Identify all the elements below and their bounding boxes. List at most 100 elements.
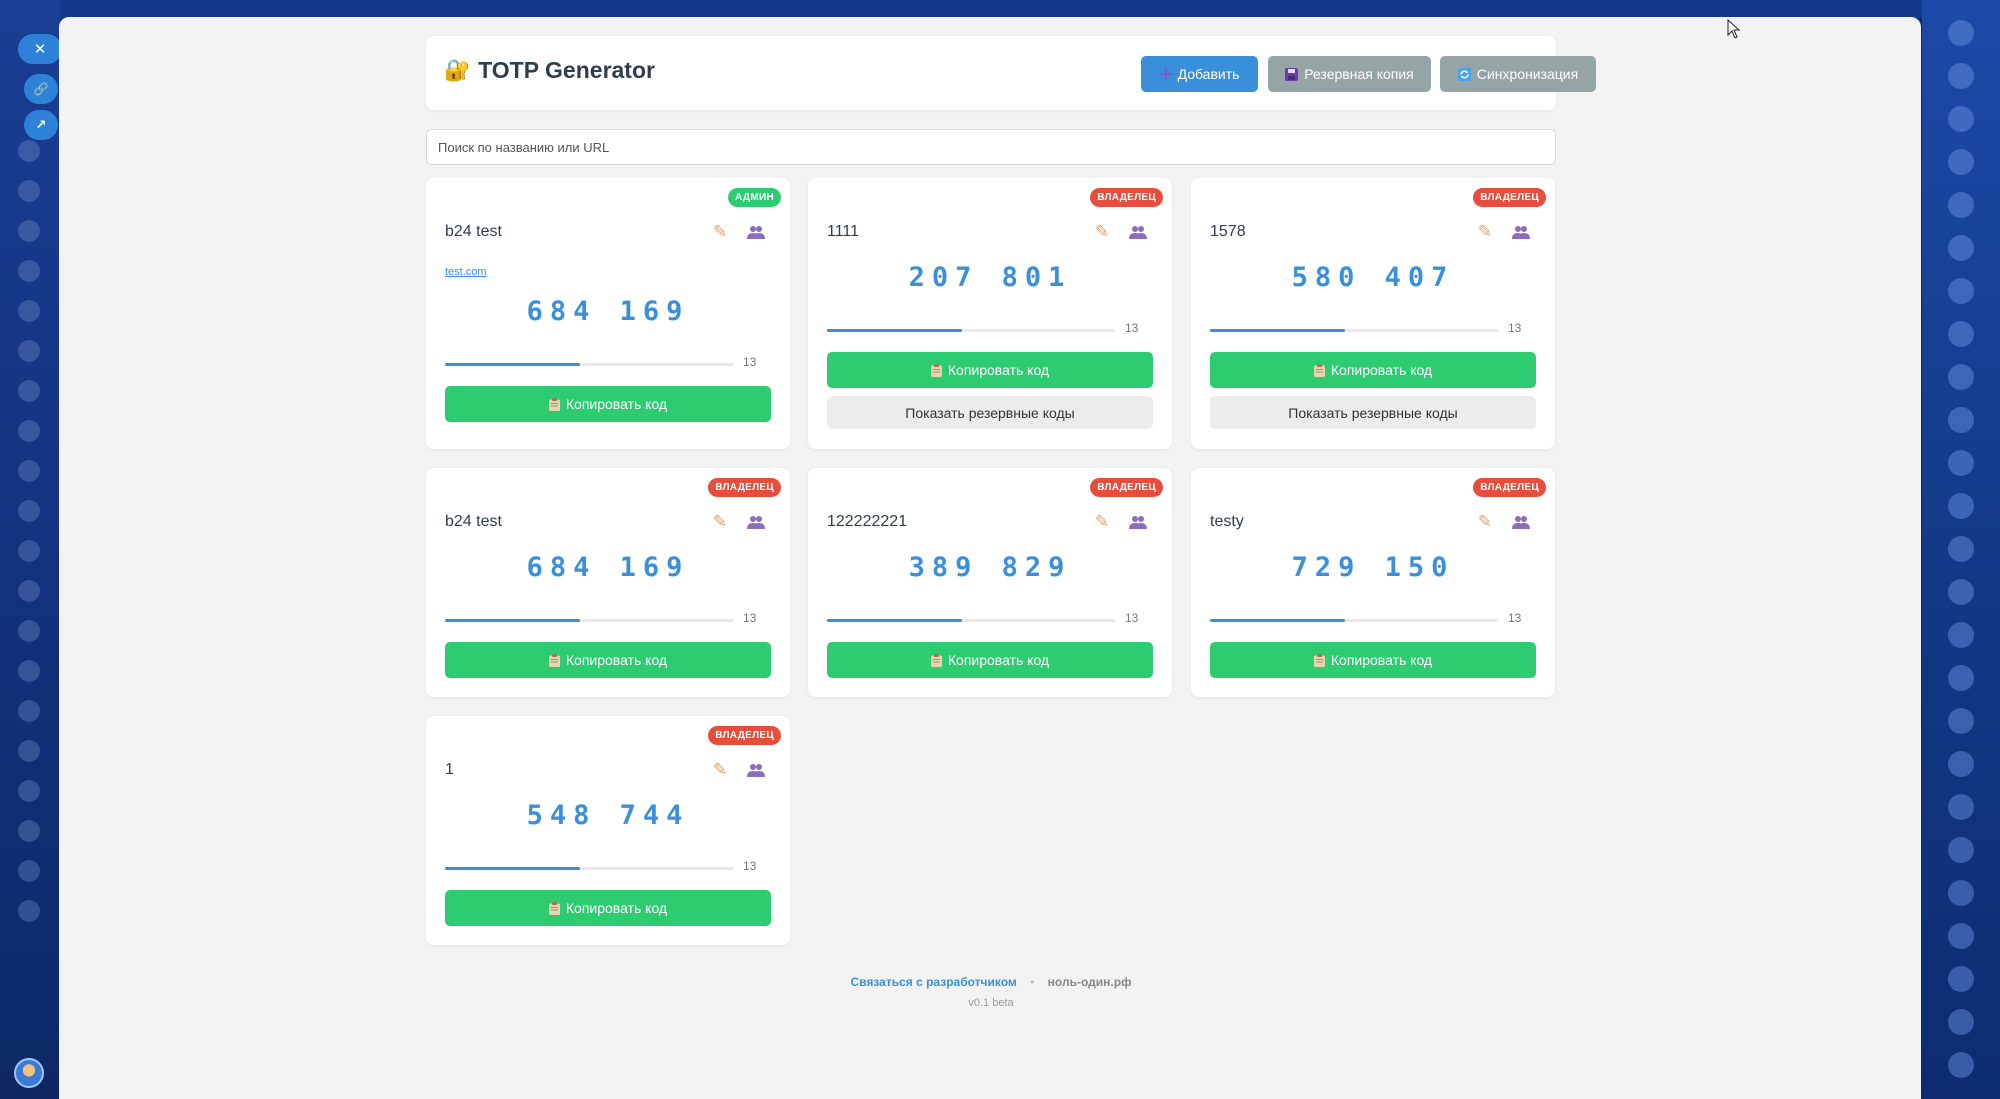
copy-code-button[interactable]: Копировать код [827, 352, 1153, 388]
app-header: 🔐 TOTP Generator Добавить Резервная копи… [426, 36, 1596, 110]
clipboard-icon [548, 397, 560, 411]
background-app-icon [1948, 708, 1974, 734]
add-button-label: Добавить [1177, 66, 1240, 82]
timer-progress-bar [827, 329, 1115, 332]
timer-progress-bar [1210, 329, 1498, 332]
pencil-icon[interactable]: ✎ [1094, 512, 1110, 531]
clipboard-icon [548, 653, 560, 667]
timer-progress-bar [445, 363, 733, 366]
users-icon[interactable] [1510, 512, 1532, 532]
copy-code-label: Копировать код [565, 900, 668, 916]
copy-code-button[interactable]: Копировать код [1210, 642, 1536, 678]
background-nav-icon [18, 580, 40, 602]
open-new-window-button[interactable]: ↗ [24, 110, 58, 140]
users-icon[interactable] [745, 512, 767, 532]
app-title-text: TOTP Generator [478, 57, 655, 83]
background-app-icon [1948, 20, 1974, 46]
background-app-icon [1948, 837, 1974, 863]
users-icon[interactable] [1127, 512, 1149, 532]
background-app-icon [1948, 966, 1974, 992]
background-app-icon [1948, 923, 1974, 949]
background-nav-icon [18, 260, 40, 282]
users-icon[interactable] [1127, 222, 1149, 242]
copy-code-label: Копировать код [947, 362, 1050, 378]
pencil-icon[interactable]: ✎ [1094, 222, 1110, 241]
add-button[interactable]: Добавить [1141, 56, 1258, 92]
clipboard-icon [1313, 653, 1325, 667]
background-nav-icon [18, 220, 40, 242]
background-left-sidebar [0, 0, 60, 1099]
background-app-icon [1948, 880, 1974, 906]
user-avatar[interactable] [14, 1058, 44, 1088]
copy-link-button[interactable]: 🔗 [24, 74, 58, 104]
users-icon[interactable] [745, 222, 767, 242]
app-panel: 🔐 TOTP Generator Добавить Резервная копи… [59, 17, 1921, 1099]
background-nav-icon [18, 780, 40, 802]
background-nav-icon [18, 300, 40, 322]
copy-code-button[interactable]: Копировать код [445, 386, 771, 422]
search-input[interactable] [426, 129, 1556, 165]
role-badge: ВЛАДЕЛЕЦ [1473, 188, 1546, 207]
copy-code-button[interactable]: Копировать код [1210, 352, 1536, 388]
timer-seconds: 13 [1508, 321, 1522, 335]
contact-developer-link[interactable]: Связаться с разработчиком [850, 975, 1017, 989]
card-title: testy [1210, 513, 1244, 530]
background-nav-icon [18, 500, 40, 522]
role-badge: ВЛАДЕЛЕЦ [1090, 188, 1163, 207]
background-app-icon [1948, 149, 1974, 175]
timer-seconds: 13 [743, 859, 757, 873]
copy-code-button[interactable]: Копировать код [445, 642, 771, 678]
clipboard-icon [1313, 363, 1325, 377]
sync-button[interactable]: Синхронизация [1440, 56, 1596, 92]
background-app-icon [1948, 579, 1974, 605]
pencil-icon[interactable]: ✎ [712, 512, 728, 531]
users-icon[interactable] [1510, 222, 1532, 242]
close-slider-button[interactable]: ✕ [18, 34, 62, 64]
timer-progress-fill [445, 867, 581, 870]
role-badge: ВЛАДЕЛЕЦ [708, 726, 781, 745]
pencil-icon[interactable]: ✎ [712, 760, 728, 779]
totp-card: ВЛАДЕЛЕЦ 122222221 ✎ 389 829 13 Копировать … [808, 468, 1172, 697]
copy-code-label: Копировать код [565, 652, 668, 668]
background-app-icon [1948, 1052, 1974, 1078]
card-url-link[interactable]: test.com [445, 266, 487, 278]
card-title: 1578 [1210, 223, 1246, 240]
timer-progress-bar [445, 867, 733, 870]
background-nav-icon [18, 660, 40, 682]
background-app-icon [1948, 63, 1974, 89]
show-backup-codes-button[interactable]: Показать резервные коды [827, 396, 1153, 429]
timer-progress-fill [1210, 619, 1346, 622]
timer-progress-bar [1210, 619, 1498, 622]
background-nav-icon [18, 340, 40, 362]
backup-button[interactable]: Резервная копия [1268, 56, 1431, 92]
background-app-icon [1948, 106, 1974, 132]
background-nav-icon [18, 540, 40, 562]
pencil-icon[interactable]: ✎ [1477, 222, 1493, 241]
users-icon[interactable] [745, 760, 767, 780]
role-badge: ВЛАДЕЛЕЦ [708, 478, 781, 497]
background-nav-icon [18, 380, 40, 402]
background-right-sidebar [1922, 0, 2000, 1099]
copy-code-button[interactable]: Копировать код [827, 642, 1153, 678]
copy-code-label: Копировать код [1330, 362, 1433, 378]
totp-code: 729 150 [1291, 552, 1455, 583]
background-nav-icon [18, 420, 40, 442]
totp-card: ВЛАДЕЛЕЦ 1578 ✎ 580 407 13 Копировать код П… [1191, 178, 1555, 449]
sync-icon [1457, 67, 1471, 81]
background-nav-icon [18, 900, 40, 922]
timer-seconds: 13 [743, 355, 757, 369]
link-icon: 🔗 [33, 82, 49, 96]
background-app-icon [1948, 407, 1974, 433]
totp-code: 389 829 [908, 552, 1072, 583]
background-topbar [0, 0, 2000, 18]
background-nav-icon [18, 460, 40, 482]
pencil-icon[interactable]: ✎ [712, 222, 728, 241]
background-nav-icon [18, 700, 40, 722]
copy-code-button[interactable]: Копировать код [445, 890, 771, 926]
role-badge: АДМИН [728, 188, 781, 207]
pencil-icon[interactable]: ✎ [1477, 512, 1493, 531]
site-name: ноль-один.рф [1047, 975, 1132, 989]
page-title: 🔐 TOTP Generator [444, 57, 655, 84]
totp-card: ВЛАДЕЛЕЦ b24 test ✎ 684 169 13 Копировать к… [426, 468, 790, 697]
show-backup-codes-button[interactable]: Показать резервные коды [1210, 396, 1536, 429]
